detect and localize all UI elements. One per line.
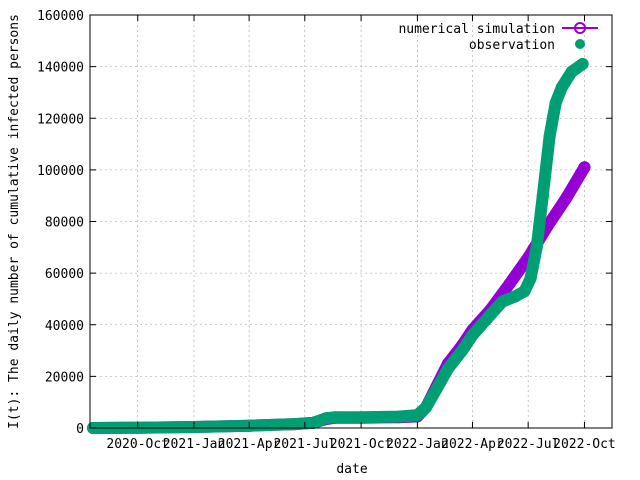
grid-layer xyxy=(90,15,612,428)
y-axis: 0 20000 40000 60000 80000 100000 120000 140000 1… xyxy=(37,9,612,437)
x-tick-label: 2022-Jul xyxy=(497,437,560,452)
x-tick-label: 2022-Oct xyxy=(553,437,616,452)
observation-point xyxy=(530,241,543,254)
x-tick-label: 2021-Jul xyxy=(273,437,336,452)
x-tick-label: 2020-Oct xyxy=(106,437,169,452)
observation-point xyxy=(549,96,562,109)
y-tick-label: 0 xyxy=(76,422,84,437)
observation-point xyxy=(320,412,333,425)
x-tick-label: 2021-Apr xyxy=(218,437,281,452)
y-tick-label: 80000 xyxy=(45,216,84,231)
simulation-point xyxy=(578,161,591,174)
legend-marker-observation xyxy=(575,39,585,49)
observation-point xyxy=(307,416,320,429)
observation-series-band xyxy=(87,58,589,434)
y-tick-label: 160000 xyxy=(37,9,84,24)
observation-point xyxy=(555,81,568,94)
legend: numerical simulation observation xyxy=(398,22,598,53)
observation-point xyxy=(524,272,537,285)
observation-point xyxy=(420,401,432,414)
x-tick-label: 2022-Apr xyxy=(441,437,504,452)
simulation-point xyxy=(503,277,516,290)
observation-point xyxy=(430,383,443,396)
observation-point xyxy=(442,362,454,375)
observation-point xyxy=(576,58,589,70)
legend-label-simulation: numerical simulation xyxy=(398,22,555,37)
x-axis-label: date xyxy=(336,462,367,477)
observation-point xyxy=(518,285,531,298)
observation-point xyxy=(329,411,342,424)
observation-point xyxy=(509,290,522,303)
observation-point xyxy=(289,418,301,431)
x-tick-label: 2021-Jan xyxy=(163,437,226,452)
observation-point xyxy=(484,308,497,321)
y-axis-label: I(t): The daily number of cumulative inf… xyxy=(7,14,22,429)
y-tick-label: 120000 xyxy=(37,112,84,127)
observation-point xyxy=(496,295,509,308)
simulation-point xyxy=(560,192,573,205)
x-tick-label: 2021-Oct xyxy=(330,437,393,452)
y-tick-label: 140000 xyxy=(37,61,84,76)
x-axis: 2020-Oct2021-Jan2021-Apr2021-Jul2021-Oct… xyxy=(106,15,616,452)
observation-point xyxy=(456,344,469,357)
observation-point xyxy=(565,65,578,78)
legend-marker-simulation xyxy=(574,22,586,34)
observation-point xyxy=(536,189,549,202)
observation-point xyxy=(411,409,424,422)
observation-point xyxy=(392,410,405,423)
x-tick-label: 2022-Jan xyxy=(386,437,449,452)
series-layer xyxy=(87,58,591,434)
y-tick-label: 60000 xyxy=(45,267,84,282)
y-tick-label: 100000 xyxy=(37,164,84,179)
observation-point xyxy=(355,411,368,424)
legend-label-observation: observation xyxy=(469,38,555,53)
observation-point xyxy=(466,329,479,342)
y-tick-label: 40000 xyxy=(45,319,84,334)
observation-point xyxy=(543,130,556,143)
y-tick-label: 20000 xyxy=(45,370,84,385)
